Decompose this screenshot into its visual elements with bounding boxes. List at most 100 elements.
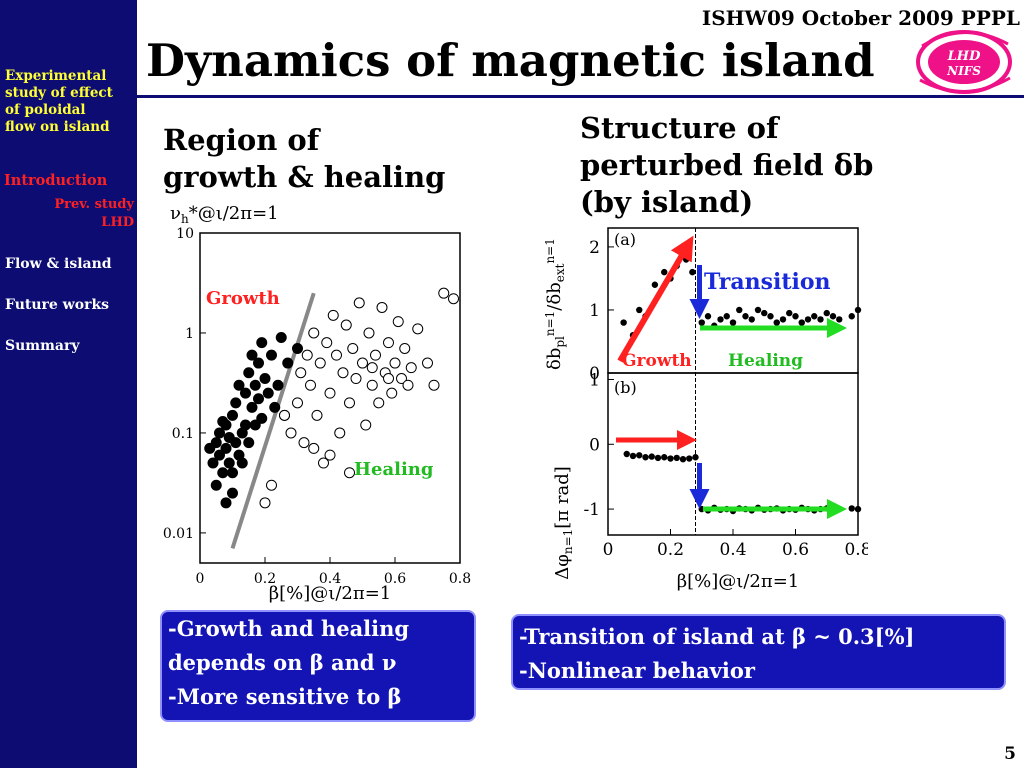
healing-point — [386, 387, 398, 399]
panel-b-point — [623, 450, 630, 458]
panel-a-point — [823, 309, 830, 317]
healing-point — [344, 397, 355, 409]
right-x-tick-label: 0.6 — [782, 540, 809, 560]
left-x-tick-label: 0.2 — [254, 571, 276, 587]
sidebar-item-introduction[interactable]: Introduction — [4, 172, 108, 189]
growth-point — [220, 442, 232, 454]
sidebar-item-flow-island[interactable]: Flow & island — [5, 256, 112, 272]
conference-label: ISHW09 October 2009 PPPL — [701, 6, 1020, 30]
growth-arrow — [617, 235, 694, 363]
panel-b-point — [629, 452, 637, 460]
healing-point — [318, 457, 329, 469]
sidebar-item-prev-study[interactable]: Prev. study — [54, 197, 134, 212]
transition-label: Transition — [704, 269, 831, 295]
panel-a-point — [754, 306, 762, 314]
svg-text:LHD: LHD — [947, 49, 981, 64]
panel-a-point — [620, 319, 627, 326]
sidebar-item-summary[interactable]: Summary — [5, 338, 80, 354]
panel-a-point — [792, 313, 799, 320]
panel-a-point — [761, 309, 768, 317]
healing-point — [373, 397, 385, 409]
perturbed-field-chart: δbpln=1/δbextn=1 Δφn=1[π rad] (a) (b) 0 0… — [543, 227, 868, 592]
panel-a-label: (a) — [614, 230, 636, 249]
panel-b-label: (b) — [614, 378, 637, 397]
growth-point — [249, 379, 261, 391]
growth-healing-chart: νh*@ι/2π=1 0 0.2 0.4 0.6 0.8 10 1 0.1 0.01 Growt… — [163, 203, 471, 604]
right-heading-line-3: (by island) — [580, 185, 754, 219]
right-x-tick-label: 0.8 — [844, 540, 868, 560]
sidebar: Experimental study of effect of poloidal… — [0, 0, 137, 768]
left-summary-box: -Growth and healing depends on β and ν -… — [160, 610, 476, 722]
sidebar-topic-line-4: flow on island — [5, 119, 110, 135]
left-y-tick-label: 1 — [185, 326, 194, 342]
svg-text:νh*@ι/2π=1: νh*@ι/2π=1 — [170, 203, 279, 226]
growth-point — [240, 387, 251, 399]
sidebar-item-lhd[interactable]: LHD — [101, 215, 134, 230]
healing-label: Healing — [354, 459, 434, 480]
growth-point — [233, 379, 245, 391]
growth-point — [236, 457, 248, 469]
healing-point — [383, 337, 394, 349]
left-x-tick-label: 0.8 — [449, 571, 471, 587]
page-number: 5 — [1004, 744, 1016, 764]
sidebar-topic: Experimental study of effect of poloidal… — [5, 68, 135, 136]
healing-point — [399, 342, 411, 354]
panel-a-point — [661, 268, 668, 276]
healing-point — [389, 357, 401, 369]
growth-point — [230, 397, 242, 409]
left-box-line-3: -More sensitive to β — [168, 684, 402, 709]
growth-point — [249, 419, 261, 431]
panel-a-point — [786, 309, 793, 317]
panel-a-y-tick-label: 2 — [589, 238, 600, 258]
healing-point — [392, 316, 404, 328]
growth-point — [256, 337, 268, 349]
left-box-line-2: depends on β and ν — [168, 650, 397, 675]
growth-point — [210, 437, 222, 449]
panel-a-point — [829, 313, 837, 320]
trend-line — [230, 292, 316, 549]
healing-point — [314, 357, 326, 369]
right-x-axis-label: β[%]@ι/2π=1 — [677, 571, 800, 592]
panel-b-point — [848, 505, 855, 512]
right-healing-label: Healing — [728, 351, 803, 371]
healing-point — [383, 373, 394, 385]
growth-point — [253, 357, 264, 369]
panel-a-point — [729, 319, 737, 326]
growth-point — [272, 379, 284, 391]
healing-point — [363, 327, 375, 339]
left-x-tick-label: 0.6 — [384, 571, 406, 587]
left-x-tick-label: 0.4 — [319, 571, 341, 587]
growth-point — [210, 479, 222, 491]
healing-point — [308, 442, 320, 454]
healing-point — [266, 479, 277, 491]
healing-point — [357, 357, 368, 369]
panel-a-point — [767, 313, 774, 320]
growth-point — [259, 373, 271, 385]
panel-a-point — [854, 306, 862, 314]
panel-a-point — [689, 268, 696, 276]
healing-point — [334, 427, 346, 439]
panel-a-point — [779, 316, 787, 323]
healing-point — [366, 362, 378, 374]
sidebar-topic-line-3: of poloidal — [5, 102, 86, 118]
growth-point — [207, 457, 219, 469]
healing-point — [376, 301, 388, 313]
left-heading: Region of growth & healing — [163, 122, 445, 196]
panel-a-point — [651, 281, 659, 288]
healing-point — [347, 342, 359, 354]
healing-point — [396, 373, 407, 385]
healing-point — [366, 379, 378, 391]
healing-point — [324, 449, 336, 461]
healing-point — [305, 379, 316, 391]
lhd-nifs-logo: LHD NIFS — [916, 30, 1012, 94]
growth-point — [266, 349, 277, 361]
growth-point — [282, 357, 294, 369]
svg-text:δbpln=1/δbextn=1: δbpln=1/δbextn=1 — [543, 238, 567, 370]
healing-point — [340, 319, 352, 331]
panel-b-point — [642, 454, 649, 461]
panel-a-point — [773, 319, 780, 326]
sidebar-item-future-works[interactable]: Future works — [5, 297, 110, 313]
healing-point — [353, 297, 365, 309]
panel-b-point — [692, 454, 699, 461]
growth-point — [253, 393, 264, 405]
